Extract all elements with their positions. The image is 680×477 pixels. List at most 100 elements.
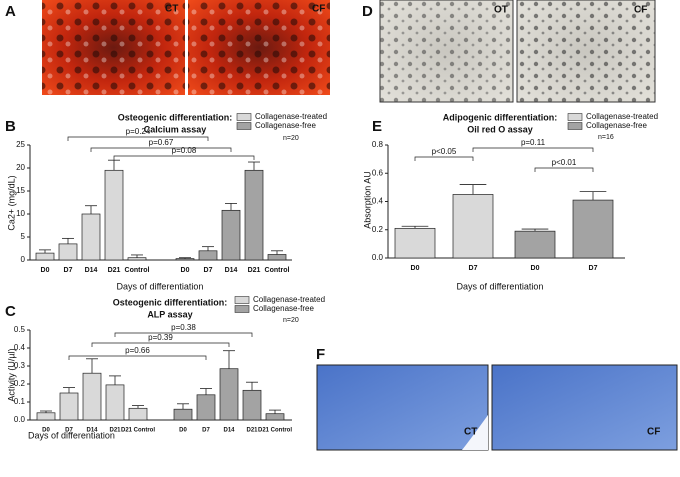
image-tag: CF [634,5,647,16]
y-axis-label: Activity (U/µl) [6,348,16,401]
x-tick-label: D21 [108,267,121,274]
panel-f: F CT CF [316,346,678,451]
significance-label: p=0.38 [171,323,196,332]
chart: C Osteogenic differentiation: ALP assay n=2… [5,295,325,440]
image-tag: CT [165,4,178,15]
legend-swatch [234,305,250,313]
panel-a: A CT CF [5,0,330,95]
y-tick-label: 0.2 [14,379,26,388]
significance-label: p=0.08 [172,146,197,155]
x-tick-label: D0 [181,267,190,274]
significance-label: p=0.24 [126,127,151,136]
x-tick-label: D7 [64,267,73,274]
significance-bracket [68,355,207,360]
panel-d: D OT CF [362,0,656,103]
bar [127,257,147,261]
y-tick-label: 5 [21,232,26,241]
x-tick-label: Control [265,267,290,274]
legend-label: Collagenase-free [255,121,316,130]
image-texture [42,0,185,95]
legend-swatch [567,122,583,130]
image-tag: OT [494,5,508,16]
x-tick-label: D7 [202,428,210,434]
bar [221,209,241,261]
y-tick-label: 0.3 [14,361,26,370]
x-tick-label: D21 [246,428,258,434]
y-tick-label: 0.4 [14,343,26,352]
chart: B Osteogenic differentiation: Calcium assa… [5,112,327,291]
significance-label: p=0.66 [125,346,150,355]
chart-subtitle: ALP assay [147,309,192,319]
bar [36,412,56,421]
legend-swatch [567,113,583,121]
y-tick-label: 20 [16,163,25,172]
bar [196,394,216,421]
x-tick-label: D0 [41,267,50,274]
x-tick-label: D21 [109,428,121,434]
legend-label: Collagenase-treated [586,112,658,121]
significance-bracket [114,332,253,337]
chart-title: Osteogenic differentiation: [118,112,233,122]
significance-bracket [414,156,474,161]
image-tag: CF [312,4,325,15]
bar [59,392,79,421]
y-tick-label: 25 [16,140,25,149]
bar [267,254,287,261]
image [491,364,678,451]
x-tick-label: D21 Control [258,428,292,434]
bar [81,213,101,261]
x-tick-label: D21 [248,267,261,274]
bar [244,169,264,261]
bar [265,413,285,421]
x-tick-label: D7 [589,265,598,272]
y-axis-label: Absorption AU [362,171,372,229]
image-detail [462,415,488,450]
chart-title: Osteogenic differentiation: [113,297,228,307]
legend-label: Collagenase-treated [255,112,327,121]
x-tick-label: D0 [411,265,420,272]
bar [58,243,78,261]
significance-bracket [534,167,594,172]
bar [104,169,124,261]
x-tick-label: D7 [469,265,478,272]
image [316,364,489,451]
note: n=16 [598,134,614,141]
chart-title: Adipogenic differentiation: [443,112,558,122]
panel-label: D [362,3,373,20]
y-tick-label: 15 [16,186,25,195]
bar [128,407,148,421]
x-axis-label: Days of differentiation [457,281,544,291]
legend-label: Collagenase-free [253,304,314,313]
note: n=20 [283,135,299,142]
bar [394,227,436,259]
significance-label: p<0.05 [432,147,457,156]
panel-label: C [5,303,16,320]
chart-subtitle: Calcium assay [144,124,207,134]
bar [173,408,193,421]
image-texture [517,0,655,102]
x-tick-label: D7 [204,267,213,274]
bar [514,230,556,259]
x-tick-label: D14 [86,428,98,434]
y-axis-label: Ca2+ (mg/dL) [6,175,16,230]
legend-swatch [236,122,252,130]
x-tick-label: D0 [531,265,540,272]
panel-label: E [372,118,382,135]
significance-bracket [90,147,232,152]
image-tag: CF [647,427,660,438]
x-tick-label: D14 [225,267,238,274]
y-tick-label: 0.2 [372,225,384,234]
x-tick-label: D14 [223,428,235,434]
legend-swatch [236,113,252,121]
bar [175,258,195,261]
legend-swatch [234,296,250,304]
panel-label: B [5,118,16,135]
significance-label: p=0.67 [149,138,174,147]
bar [198,250,218,261]
y-tick-label: 0.1 [14,397,26,406]
significance-bracket [67,136,209,141]
legend-label: Collagenase-free [586,121,647,130]
x-tick-label: D0 [42,428,50,434]
y-tick-label: 0.0 [372,253,384,262]
